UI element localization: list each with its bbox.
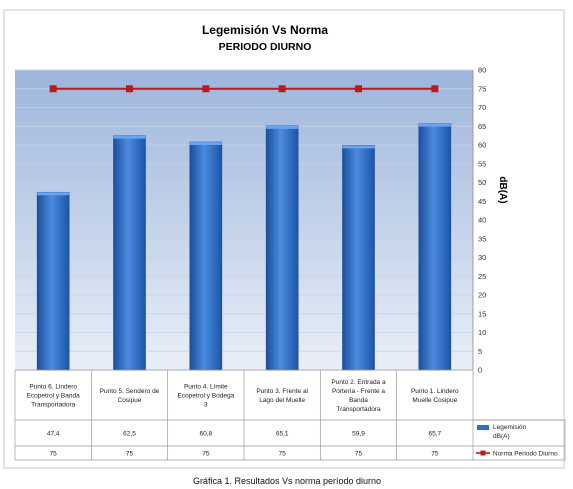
data-label: 75 [279,451,287,458]
chart-subtitle: PERIODO DIURNO [219,41,312,53]
bar-series [36,123,452,371]
y-tick-label: 75 [478,84,486,93]
bar-top [113,135,146,139]
norma-point [202,85,210,93]
bar-top [418,123,451,127]
category-label: Lago del Muelle [259,397,305,404]
legend-swatch-marker [480,450,486,456]
legend-label: Legemisión [493,424,527,431]
category-label: Punto 4. Límite [184,384,228,391]
bar-top [37,192,70,196]
y-tick-label: 5 [478,347,482,356]
y-tick-label: 55 [478,159,486,168]
data-label: 75 [50,451,58,458]
bar [113,135,146,371]
y-tick-label: 60 [478,141,486,150]
y-tick-label: 80 [478,66,486,75]
category-label: Transportadora [31,402,76,409]
y-tick-label: 70 [478,103,486,112]
data-label: 75 [431,451,439,458]
category-label: Punto 1. Lindero [411,388,459,395]
bar-top [189,142,222,145]
bar [265,125,299,371]
category-label: Ecopetrol y Bodega [177,393,234,400]
category-label: Punto 3. Frente al [256,388,308,395]
category-label: Banda [349,397,368,404]
y-tick-label: 35 [478,234,486,243]
norma-point [431,85,439,93]
bar [342,145,375,371]
bar [189,141,223,371]
data-label: 65,7 [429,431,442,438]
norma-point [49,85,57,93]
y-tick-label: 10 [478,328,486,337]
y-tick-label: 30 [478,253,486,262]
y-axis-label: dB(A) [497,176,508,203]
bar [36,191,70,371]
data-label: 60,8 [200,431,213,438]
y-tick-label: 25 [478,272,486,281]
y-tick-label: 20 [478,291,486,300]
figure-caption: Gráfica 1. Resultados Vs norma período d… [193,476,381,486]
y-tick-label: 65 [478,122,486,131]
y-tick-label: 50 [478,178,486,187]
data-label: 59,9 [352,431,365,438]
y-tick-label: 40 [478,216,486,225]
category-label: Transportadora [336,406,381,413]
category-label: Muelle Cosipue [412,397,457,404]
category-label: 3 [204,402,208,409]
bar-top [342,145,375,149]
category-label: Punto 5. Sendero de [100,388,160,395]
y-tick-label: 45 [478,197,486,206]
bar-top [266,125,299,129]
norma-point [355,85,362,93]
data-label: 75 [202,451,210,458]
chart-title: Legemisión Vs Norma [202,23,328,37]
data-label: 75 [355,451,363,458]
norma-point [126,85,133,93]
legend-label: dB(A) [493,433,510,440]
data-label: 65,1 [276,431,289,438]
category-label: Ecopetrol y Banda [27,393,81,400]
category-label: Punto 6. Lindero [29,384,77,391]
category-label: Punto 2. Entrada a [331,379,386,386]
y-axis: 0 5 10 15 20 25 30 35 40 45 50 55 60 65 70 75 80 [472,66,486,375]
legend-label: Norma Periodo Diurno [493,451,558,458]
data-label: 62,5 [123,431,136,438]
category-label: Portería - Frente a [332,388,385,395]
norma-point [278,85,286,93]
legend-swatch-bar [477,425,489,430]
y-tick-label: 15 [478,309,486,318]
category-label: Cosipue [118,397,142,404]
y-tick-label: 0 [478,366,482,375]
norma-line-series [49,85,439,93]
bar [418,123,452,371]
data-label: 47,4 [47,431,60,438]
data-label: 75 [126,451,134,458]
data-table: Punto 6. Lindero Ecopetrol y Banda Transpo… [14,369,566,461]
